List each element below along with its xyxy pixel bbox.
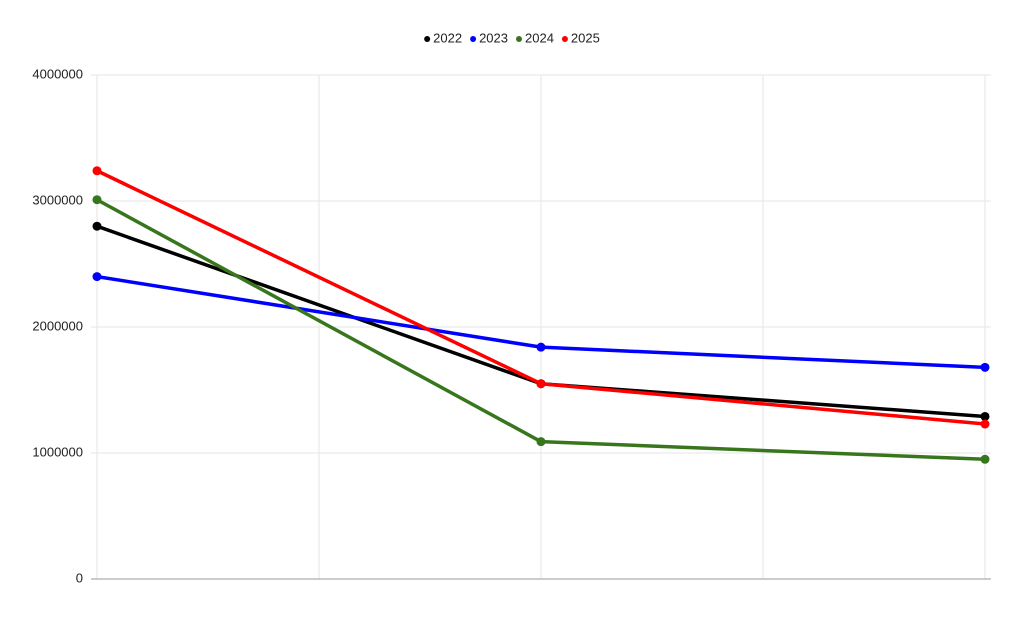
y-tick-label: 0	[76, 570, 83, 585]
data-point	[980, 454, 990, 464]
data-point	[980, 419, 990, 429]
legend: 2022 2023 2024 2025	[424, 30, 600, 45]
data-point	[92, 195, 102, 205]
legend-marker	[561, 36, 568, 42]
legend-marker	[424, 36, 431, 42]
legend-label: 2025	[571, 30, 600, 45]
legend-marker	[516, 36, 522, 42]
data-point	[536, 342, 546, 352]
y-tick-label: 4000000	[32, 66, 83, 81]
data-point	[536, 437, 546, 447]
legend-label: 2022	[433, 30, 462, 45]
legend-label: 2024	[525, 30, 554, 45]
y-tick-label: 1000000	[32, 444, 83, 459]
data-point	[980, 411, 990, 421]
data-point	[92, 166, 102, 176]
legend-marker	[470, 36, 477, 42]
legend-label: 2023	[479, 30, 508, 45]
data-point	[536, 379, 546, 389]
y-tick-label: 2000000	[32, 318, 83, 333]
y-tick-label: 3000000	[32, 192, 83, 207]
data-point	[980, 362, 990, 372]
data-point	[92, 272, 102, 282]
data-point	[92, 221, 102, 231]
